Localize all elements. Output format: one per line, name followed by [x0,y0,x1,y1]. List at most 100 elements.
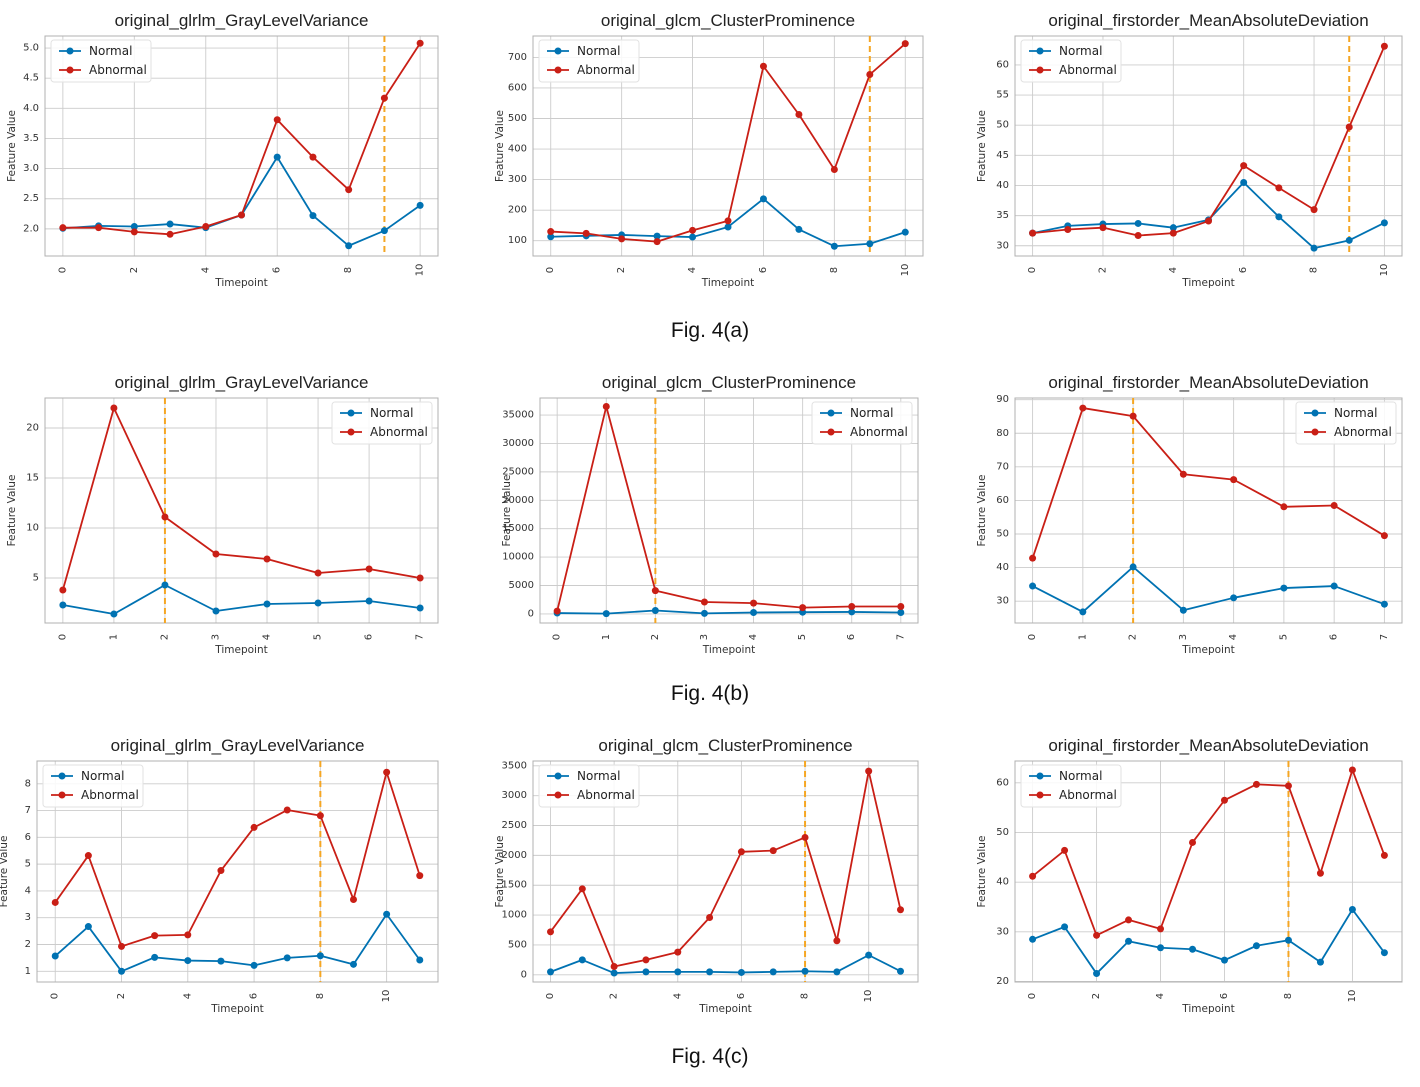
data-point-abnormal [1169,229,1177,237]
data-point-normal [1179,606,1187,614]
y-tick-label: 40 [996,562,1009,573]
y-tick-label: 80 [996,428,1009,439]
y-axis-label: Feature Value [494,110,506,182]
data-point-abnormal [166,230,174,238]
data-point-normal [706,968,714,976]
y-tick-label: 6 [25,832,31,843]
x-tick-label: 5 [797,634,808,640]
x-tick-label: 7 [415,634,426,640]
x-tick-label: 3 [1178,634,1189,640]
data-point-normal [1220,956,1228,964]
x-tick-label: 10 [1379,264,1390,277]
data-point-abnormal [283,806,291,814]
data-point-normal [1093,970,1101,978]
y-axis-label: Feature Value [976,110,988,182]
data-point-normal [309,212,317,220]
data-point-abnormal [897,603,905,611]
y-tick-label: 60 [996,777,1009,788]
x-tick-label: 2 [129,267,140,273]
chart-0: 0 2 4 6 8 10 2.0 2.5 3.0 3.5 4.0 4.5 5.0 original_glr… [6,11,439,289]
chart-title: original_firstorder_MeanAbsoluteDeviatio… [1048,736,1368,755]
plot-frame [1014,35,1403,257]
y-tick-label: 20 [26,423,39,434]
data-point-abnormal [651,587,659,595]
data-point-abnormal [349,895,357,903]
y-tick-label: 15 [26,473,39,484]
legend-swatch-marker [1036,47,1044,55]
y-tick-label: 5000 [509,580,534,591]
data-point-normal [610,969,618,977]
y-tick-label: 30 [996,596,1009,607]
data-point-normal [151,953,159,961]
y-tick-label: 60 [996,495,1009,506]
data-point-abnormal [865,767,873,775]
data-point-normal [273,153,281,161]
data-point-normal [865,951,873,959]
legend: Normal Abnormal [1020,764,1122,808]
data-point-abnormal [416,574,424,582]
data-point-normal [769,968,777,976]
data-point-abnormal [1345,123,1353,131]
x-tick-label: 7 [1379,634,1390,640]
series-line-abnormal [54,771,421,948]
legend: Normal Abnormal [331,401,433,445]
legend-label-normal: Normal [577,44,620,58]
x-tick-label: 4 [1228,634,1239,640]
data-point-normal [1230,594,1238,602]
data-point-abnormal [365,565,373,573]
x-tick-label: 6 [758,267,769,273]
y-tick-label: 15000 [502,523,534,534]
x-tick-label: 5 [313,634,324,640]
data-point-normal [1029,935,1037,943]
x-axis-label: Timepoint [214,644,267,656]
data-point-abnormal [1220,796,1228,804]
chart-title: original_firstorder_MeanAbsoluteDeviatio… [1048,373,1368,392]
data-point-abnormal [582,229,590,237]
series-line-abnormal [1031,407,1385,559]
x-tick-label: 0 [1027,993,1038,999]
data-point-abnormal [1129,412,1137,420]
data-point-abnormal [553,607,561,615]
data-point-abnormal [653,238,661,246]
data-point-normal [316,952,324,960]
data-point-normal [416,956,424,964]
data-point-abnormal [59,586,67,594]
data-point-abnormal [383,768,391,776]
y-tick-label: 30000 [502,438,534,449]
legend-swatch-marker [58,772,66,780]
y-tick-label: 50 [996,120,1009,131]
x-tick-label: 6 [1329,634,1340,640]
x-tick-label: 4 [1168,267,1179,273]
figure-caption-b: Fig. 4(b) [670,682,750,705]
data-point-normal [416,604,424,612]
data-point-abnormal [578,885,586,893]
data-point-abnormal [1125,916,1133,924]
x-tick-label: 6 [1238,267,1249,273]
y-tick-label: 3 [25,912,31,923]
data-point-normal [283,954,291,962]
data-point-abnormal [95,224,103,232]
data-point-abnormal [380,94,388,102]
x-tick-label: 3 [210,634,221,640]
legend-swatch-marker [347,409,355,417]
data-point-normal [848,608,856,616]
data-point-normal [1189,945,1197,953]
x-tick-label: 2 [650,634,661,640]
y-tick-label: 1000 [502,910,527,921]
legend-swatch-marker [1311,428,1319,436]
data-point-normal [1157,944,1165,952]
x-tick-label: 0 [1027,634,1038,640]
data-point-normal [1380,600,1388,608]
data-point-abnormal [1099,224,1107,232]
data-point-normal [724,223,732,231]
y-tick-label: 3.0 [23,163,39,174]
y-tick-label: 2000 [502,850,527,861]
y-tick-label: 35000 [502,410,534,421]
x-tick-label: 6 [249,993,260,999]
data-point-abnormal [866,71,874,78]
data-point-abnormal [1134,232,1142,240]
x-tick-label: 6 [1219,993,1230,999]
data-point-normal [217,957,225,965]
x-axis-label: Timepoint [210,1003,263,1015]
data-point-abnormal [51,898,59,906]
